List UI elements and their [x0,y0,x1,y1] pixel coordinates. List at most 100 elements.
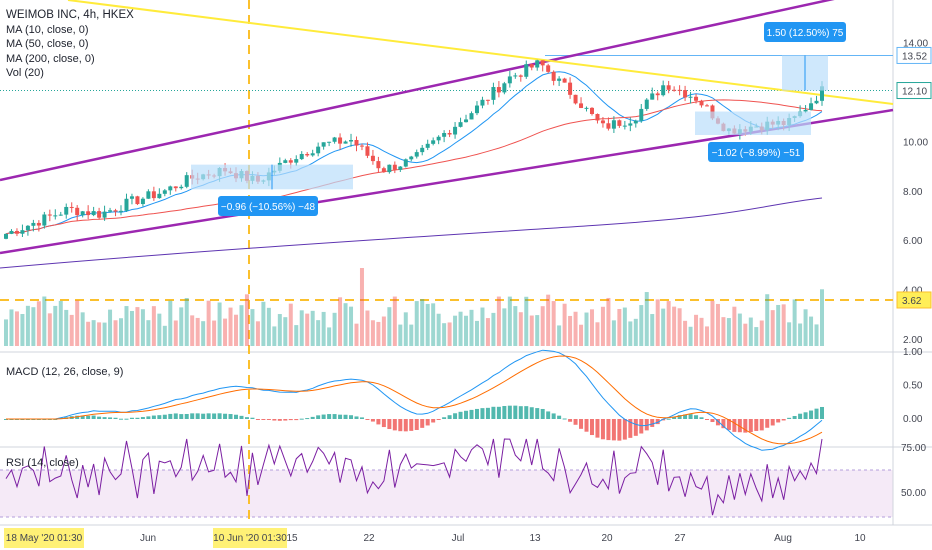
candle-body [414,152,419,157]
volume-bar [195,317,200,346]
volume-bar [69,314,74,346]
candle-body [584,107,589,109]
macd-histogram-bar [661,419,666,421]
candle [595,113,600,124]
symbol-title[interactable]: WEIMOB INC, 4h, HKEX [6,9,134,21]
candle-body [146,191,151,199]
candle [464,114,469,123]
legend-vol[interactable]: Vol (20) [6,67,44,79]
candle-body [491,87,496,100]
macd-histogram-bar [425,419,430,426]
ma200-line [0,197,823,269]
macd-histogram-bar [381,419,386,428]
macd-histogram-bar [168,413,173,419]
volume-bar [485,318,490,346]
descending-trendline [67,0,894,105]
macd-histogram-bar [316,415,321,419]
macd-histogram-bar [633,419,638,436]
measure-badge-up [764,22,846,42]
volume-bar [502,308,507,346]
volume-bar [529,315,534,346]
macd-histogram-bar [157,415,162,419]
volume-bar [754,327,759,346]
candle-body [97,211,102,218]
volume-bar [633,318,638,346]
macd-histogram-bar [474,408,479,419]
candle-body [442,133,447,137]
candle-body [458,122,463,127]
candle-body [704,105,709,107]
macd-histogram-bar [683,414,688,419]
candle-body [633,120,638,124]
candle [305,152,310,157]
candle [75,205,80,221]
price-badge-label: 3.62 [902,296,922,307]
candle-body [376,161,381,169]
candle [573,94,578,105]
candle-body [447,133,452,135]
macd-histogram-bar [288,419,293,421]
volume-bar [370,320,375,346]
macd-histogram-bar [283,419,288,421]
candle [469,111,474,120]
candle [414,149,419,159]
candle [606,117,611,131]
candle-body [622,125,627,127]
candle [589,107,594,116]
macd-pane-label[interactable]: MACD (12, 26, close, 9) [6,366,124,378]
candle [376,156,381,173]
macd-histogram-bar [617,419,622,441]
volume-bar [524,296,529,346]
macd-histogram-bar [814,408,819,419]
volume-bar [568,315,573,346]
macd-histogram-bar [403,419,408,432]
candle [453,122,458,139]
volume-bar [64,309,69,346]
time-tick-label: Jun [140,533,156,544]
candle [20,224,25,238]
rsi-line [5,438,823,516]
candle [321,142,326,150]
volume-bar [792,299,797,346]
volume-bar [469,309,474,346]
candle-body [332,137,337,142]
candle [14,228,19,237]
volume-bar [42,296,47,346]
volume-bar [239,305,244,346]
candle-body [80,211,85,216]
candle [47,209,52,222]
price-tick-label: 2.00 [903,335,923,346]
volume-bar [4,319,8,346]
candle [677,85,682,96]
candle-body [108,210,113,212]
time-badge [4,528,84,548]
volume-bar [622,307,627,346]
candle [535,59,540,71]
candle-body [36,222,41,226]
macd-histogram-bar [529,407,534,419]
candle [119,205,124,216]
macd-histogram-bar [420,419,425,428]
candle [69,202,74,213]
candle-body [617,120,622,126]
volume-bar [748,317,753,346]
candle-body [628,123,633,126]
macd-histogram-bar [228,414,233,419]
legend-ma50[interactable]: MA (50, close, 0) [6,38,89,50]
legend-ma10[interactable]: MA (10, close, 0) [6,23,89,36]
volume-bar [75,300,80,346]
candle-body [650,93,655,100]
candle-body [184,175,189,187]
rsi-pane-label[interactable]: RSI (14, close) [6,457,79,469]
legend-ma200[interactable]: MA (200, close, 0) [6,52,95,65]
macd-histogram-bar [294,419,299,421]
macd-histogram-bar [704,419,709,420]
candle-body [392,164,397,170]
volume-bar [124,306,129,346]
candle-body [157,193,162,199]
candle-body [513,75,518,77]
candle [294,155,299,166]
candle-body [688,96,693,98]
